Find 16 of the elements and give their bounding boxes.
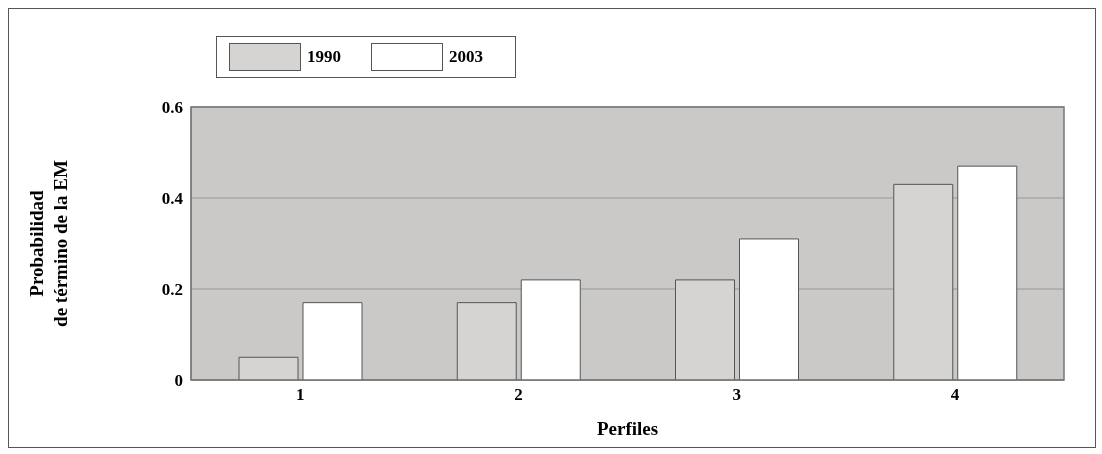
x-tick-label: 4 [950,385,960,405]
y-axis-title: Probabilidad de término de la EM [26,160,71,327]
x-tick-label: 2 [514,385,523,405]
legend-label: 2003 [449,47,483,67]
legend-label: 1990 [307,47,341,67]
x-tick-label: 3 [732,385,741,405]
y-tick-label: 0.2 [161,280,183,300]
bar [957,165,1018,380]
x-axis-title: Perfiles [596,418,659,439]
y-tick-label: 0.6 [161,98,183,118]
bar [520,279,581,380]
bar [739,238,800,380]
y-tick-label: 0.4 [161,189,184,209]
bar [302,302,363,380]
x-tick-label: 1 [295,385,305,405]
y-tick-label: 0 [174,371,183,391]
